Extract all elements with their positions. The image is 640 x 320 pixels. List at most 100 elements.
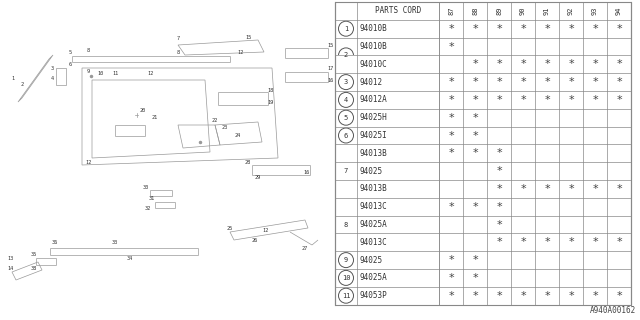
Text: 10: 10 bbox=[97, 70, 103, 76]
Text: 3: 3 bbox=[51, 66, 54, 70]
Text: 94025A: 94025A bbox=[360, 220, 388, 229]
Circle shape bbox=[339, 48, 353, 63]
Bar bbox=[335, 2, 631, 305]
Text: 10: 10 bbox=[342, 275, 350, 281]
Text: *: * bbox=[544, 237, 550, 247]
Text: 94053P: 94053P bbox=[360, 291, 388, 300]
Text: *: * bbox=[616, 237, 622, 247]
Text: *: * bbox=[472, 59, 478, 69]
Text: *: * bbox=[496, 148, 502, 158]
Text: 33: 33 bbox=[112, 241, 118, 245]
Bar bbox=[335, 198, 631, 216]
Text: *: * bbox=[568, 24, 574, 34]
Text: 21: 21 bbox=[152, 115, 158, 119]
Bar bbox=[335, 144, 631, 162]
Text: *: * bbox=[472, 113, 478, 123]
Text: *: * bbox=[616, 291, 622, 301]
Text: 13: 13 bbox=[7, 255, 13, 260]
Text: 7: 7 bbox=[344, 168, 348, 174]
Text: *: * bbox=[616, 77, 622, 87]
Text: *: * bbox=[592, 95, 598, 105]
Text: *: * bbox=[496, 184, 502, 194]
Text: *: * bbox=[496, 77, 502, 87]
Circle shape bbox=[339, 270, 353, 285]
Text: *: * bbox=[616, 184, 622, 194]
Text: 15: 15 bbox=[327, 43, 333, 47]
Text: *: * bbox=[568, 59, 574, 69]
Text: 12: 12 bbox=[85, 159, 91, 164]
Bar bbox=[335, 2, 631, 20]
Text: 94013B: 94013B bbox=[360, 149, 388, 158]
Text: 87: 87 bbox=[448, 7, 454, 15]
Text: *: * bbox=[472, 131, 478, 140]
Text: *: * bbox=[520, 291, 526, 301]
Text: *: * bbox=[472, 255, 478, 265]
Bar bbox=[335, 38, 631, 55]
Text: *: * bbox=[448, 202, 454, 212]
Text: *: * bbox=[496, 291, 502, 301]
Text: 1: 1 bbox=[12, 76, 15, 81]
Text: 8: 8 bbox=[344, 221, 348, 228]
Text: *: * bbox=[568, 237, 574, 247]
Text: *: * bbox=[592, 291, 598, 301]
Text: 1: 1 bbox=[344, 26, 348, 32]
Text: 2: 2 bbox=[20, 82, 24, 86]
Bar bbox=[335, 20, 631, 38]
Text: 6: 6 bbox=[344, 132, 348, 139]
Text: 94012: 94012 bbox=[360, 78, 383, 87]
Text: 90: 90 bbox=[520, 7, 526, 15]
Text: PARTS CORD: PARTS CORD bbox=[375, 6, 421, 15]
Text: *: * bbox=[496, 95, 502, 105]
Text: 31: 31 bbox=[149, 196, 155, 202]
Text: *: * bbox=[448, 291, 454, 301]
Text: *: * bbox=[448, 77, 454, 87]
Text: 2: 2 bbox=[344, 52, 348, 59]
Text: A940A00162: A940A00162 bbox=[589, 306, 636, 315]
Text: *: * bbox=[496, 220, 502, 229]
Text: 9: 9 bbox=[86, 68, 90, 74]
Text: *: * bbox=[472, 273, 478, 283]
Bar bbox=[335, 269, 631, 287]
Text: *: * bbox=[448, 148, 454, 158]
Text: *: * bbox=[544, 24, 550, 34]
Text: 15: 15 bbox=[245, 35, 251, 39]
Text: *: * bbox=[520, 24, 526, 34]
Text: *: * bbox=[448, 131, 454, 140]
Text: 94010B: 94010B bbox=[360, 24, 388, 33]
Bar bbox=[335, 73, 631, 91]
Text: 4: 4 bbox=[51, 76, 54, 81]
Text: 94012A: 94012A bbox=[360, 95, 388, 104]
Text: *: * bbox=[472, 77, 478, 87]
Text: *: * bbox=[544, 59, 550, 69]
Bar bbox=[335, 180, 631, 198]
Text: *: * bbox=[616, 95, 622, 105]
Text: *: * bbox=[472, 148, 478, 158]
Text: *: * bbox=[448, 24, 454, 34]
Circle shape bbox=[339, 252, 353, 268]
Text: 5: 5 bbox=[68, 50, 72, 54]
Text: *: * bbox=[520, 95, 526, 105]
Text: 17: 17 bbox=[327, 66, 333, 70]
Text: *: * bbox=[544, 77, 550, 87]
Text: 94013C: 94013C bbox=[360, 238, 388, 247]
Text: 14: 14 bbox=[7, 266, 13, 270]
Text: 38: 38 bbox=[31, 266, 37, 270]
Text: 89: 89 bbox=[496, 7, 502, 15]
Text: 94: 94 bbox=[616, 7, 622, 15]
Text: 25: 25 bbox=[227, 226, 233, 230]
Text: 12: 12 bbox=[237, 50, 243, 54]
Text: 94025H: 94025H bbox=[360, 113, 388, 122]
Text: *: * bbox=[496, 166, 502, 176]
Text: *: * bbox=[472, 202, 478, 212]
Text: 94010B: 94010B bbox=[360, 42, 388, 51]
Text: *: * bbox=[544, 291, 550, 301]
Text: 8: 8 bbox=[86, 47, 90, 52]
Text: *: * bbox=[448, 273, 454, 283]
Circle shape bbox=[339, 217, 353, 232]
Text: 28: 28 bbox=[245, 159, 251, 164]
Text: 35: 35 bbox=[31, 252, 37, 258]
Text: *: * bbox=[496, 24, 502, 34]
Text: 3: 3 bbox=[344, 79, 348, 85]
Text: 11: 11 bbox=[342, 293, 350, 299]
Text: 16: 16 bbox=[327, 77, 333, 83]
